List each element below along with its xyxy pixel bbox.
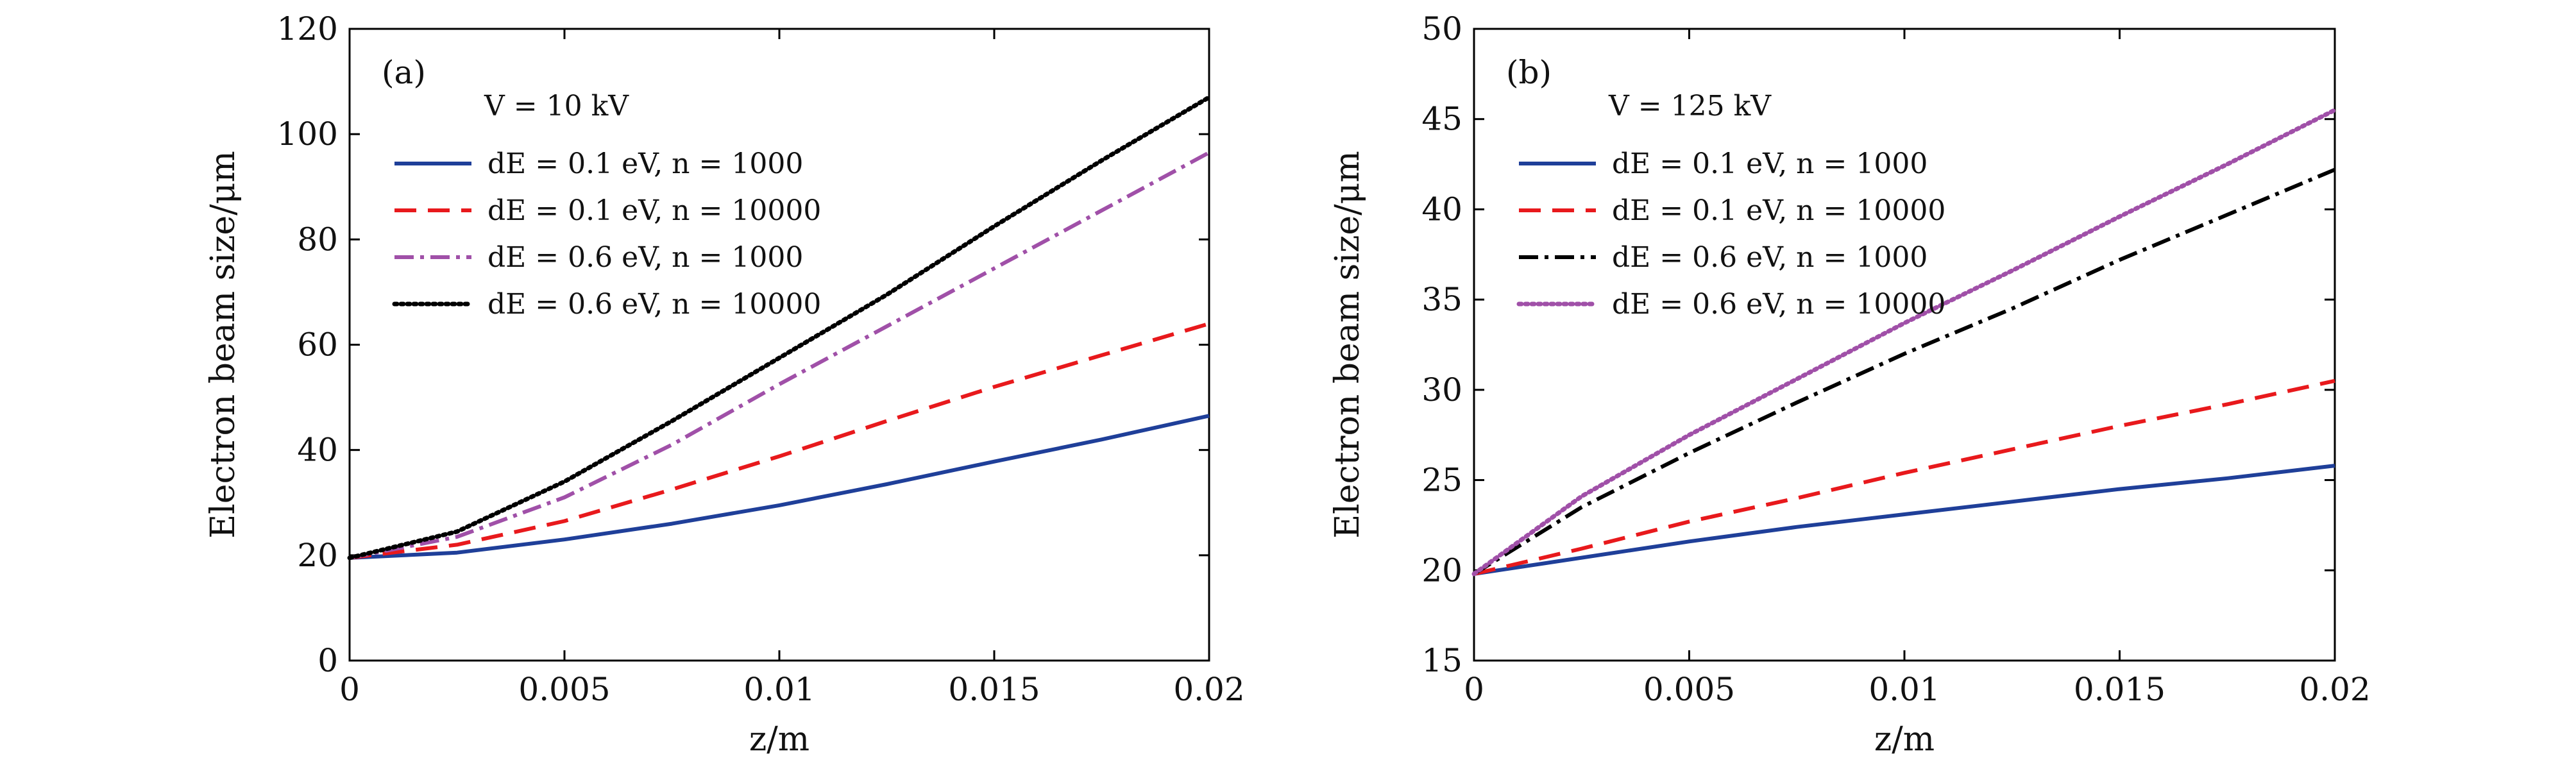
y-tick-label: 40 [297,432,338,469]
series-line-3 [1473,167,2336,576]
x-tick-label: 0.01 [1868,671,1940,708]
panel-a: 0 0.005 0.01 0.015 0.02 0 20 40 60 80 100 120 z/m Ele… [204,10,1245,759]
x-tick-label: 0 [1464,671,1484,708]
series-line-1 [1473,464,2335,576]
x-axis-title: z/m [1874,720,1935,759]
x-tick-label: 0 [339,671,360,708]
condition-label: V = 125 kV [1608,90,1772,122]
y-tick-label: 45 [1421,101,1462,138]
y-tick-label: 30 [1421,371,1462,409]
legend-entry-1: dE = 0.1 eV, n = 1000 [1612,148,1928,180]
legend-entry-2: dE = 0.1 eV, n = 10000 [1612,194,1945,227]
y-axis-title: Electron beam size/μm [204,151,242,539]
legend-entry-1: dE = 0.1 eV, n = 1000 [487,148,803,180]
y-tick-label: 60 [297,326,338,364]
x-tick-label: 0.015 [2074,671,2165,708]
y-tick-label: 50 [1421,10,1462,47]
series-line-2 [1473,378,2335,576]
y-tick-label: 40 [1421,190,1462,228]
x-axis-title: z/m [749,720,809,759]
y-tick-label: 15 [1421,642,1462,679]
y-tick-label: 20 [1421,552,1462,589]
y-tick-label: 80 [297,221,338,258]
plot-frame [1473,28,2336,662]
y-tick-label: 35 [1421,281,1462,318]
x-tick-label: 0.005 [1643,671,1735,708]
panel-b: 0 0.005 0.01 0.015 0.02 15 20 25 30 35 40 45 50 z/m El… [1328,10,2371,759]
y-tick-label: 25 [1421,462,1462,499]
y-tick-label: 0 [318,642,338,679]
series-line-3 [349,151,1210,560]
y-tick-label: 100 [277,115,338,153]
y-tick-label: 20 [297,537,338,574]
legend-entry-4: dE = 0.6 eV, n = 10000 [1612,288,1945,321]
legend-entry-3: dE = 0.6 eV, n = 1000 [1612,241,1928,274]
plot-frame [348,28,1210,662]
panel-label: (a) [382,54,426,91]
series-line-4 [347,95,1212,561]
x-tick-label: 0.01 [743,671,815,708]
legend-entry-2: dE = 0.1 eV, n = 10000 [487,194,821,227]
legend-entry-3: dE = 0.6 eV, n = 1000 [487,241,803,274]
x-tick-label: 0.015 [948,671,1040,708]
y-tick-label: 120 [277,10,338,47]
x-tick-label: 0.02 [1173,671,1244,708]
x-tick-label: 0.02 [2299,671,2370,708]
y-axis-title: Electron beam size/μm [1328,151,1367,539]
series-line-2 [349,321,1210,560]
panel-label: (b) [1506,54,1552,91]
condition-label: V = 10 kV [484,90,629,122]
series-line-1 [349,414,1210,560]
series-line-4 [1471,108,2337,577]
legend-entry-4: dE = 0.6 eV, n = 10000 [487,288,821,321]
x-tick-label: 0.005 [518,671,610,708]
